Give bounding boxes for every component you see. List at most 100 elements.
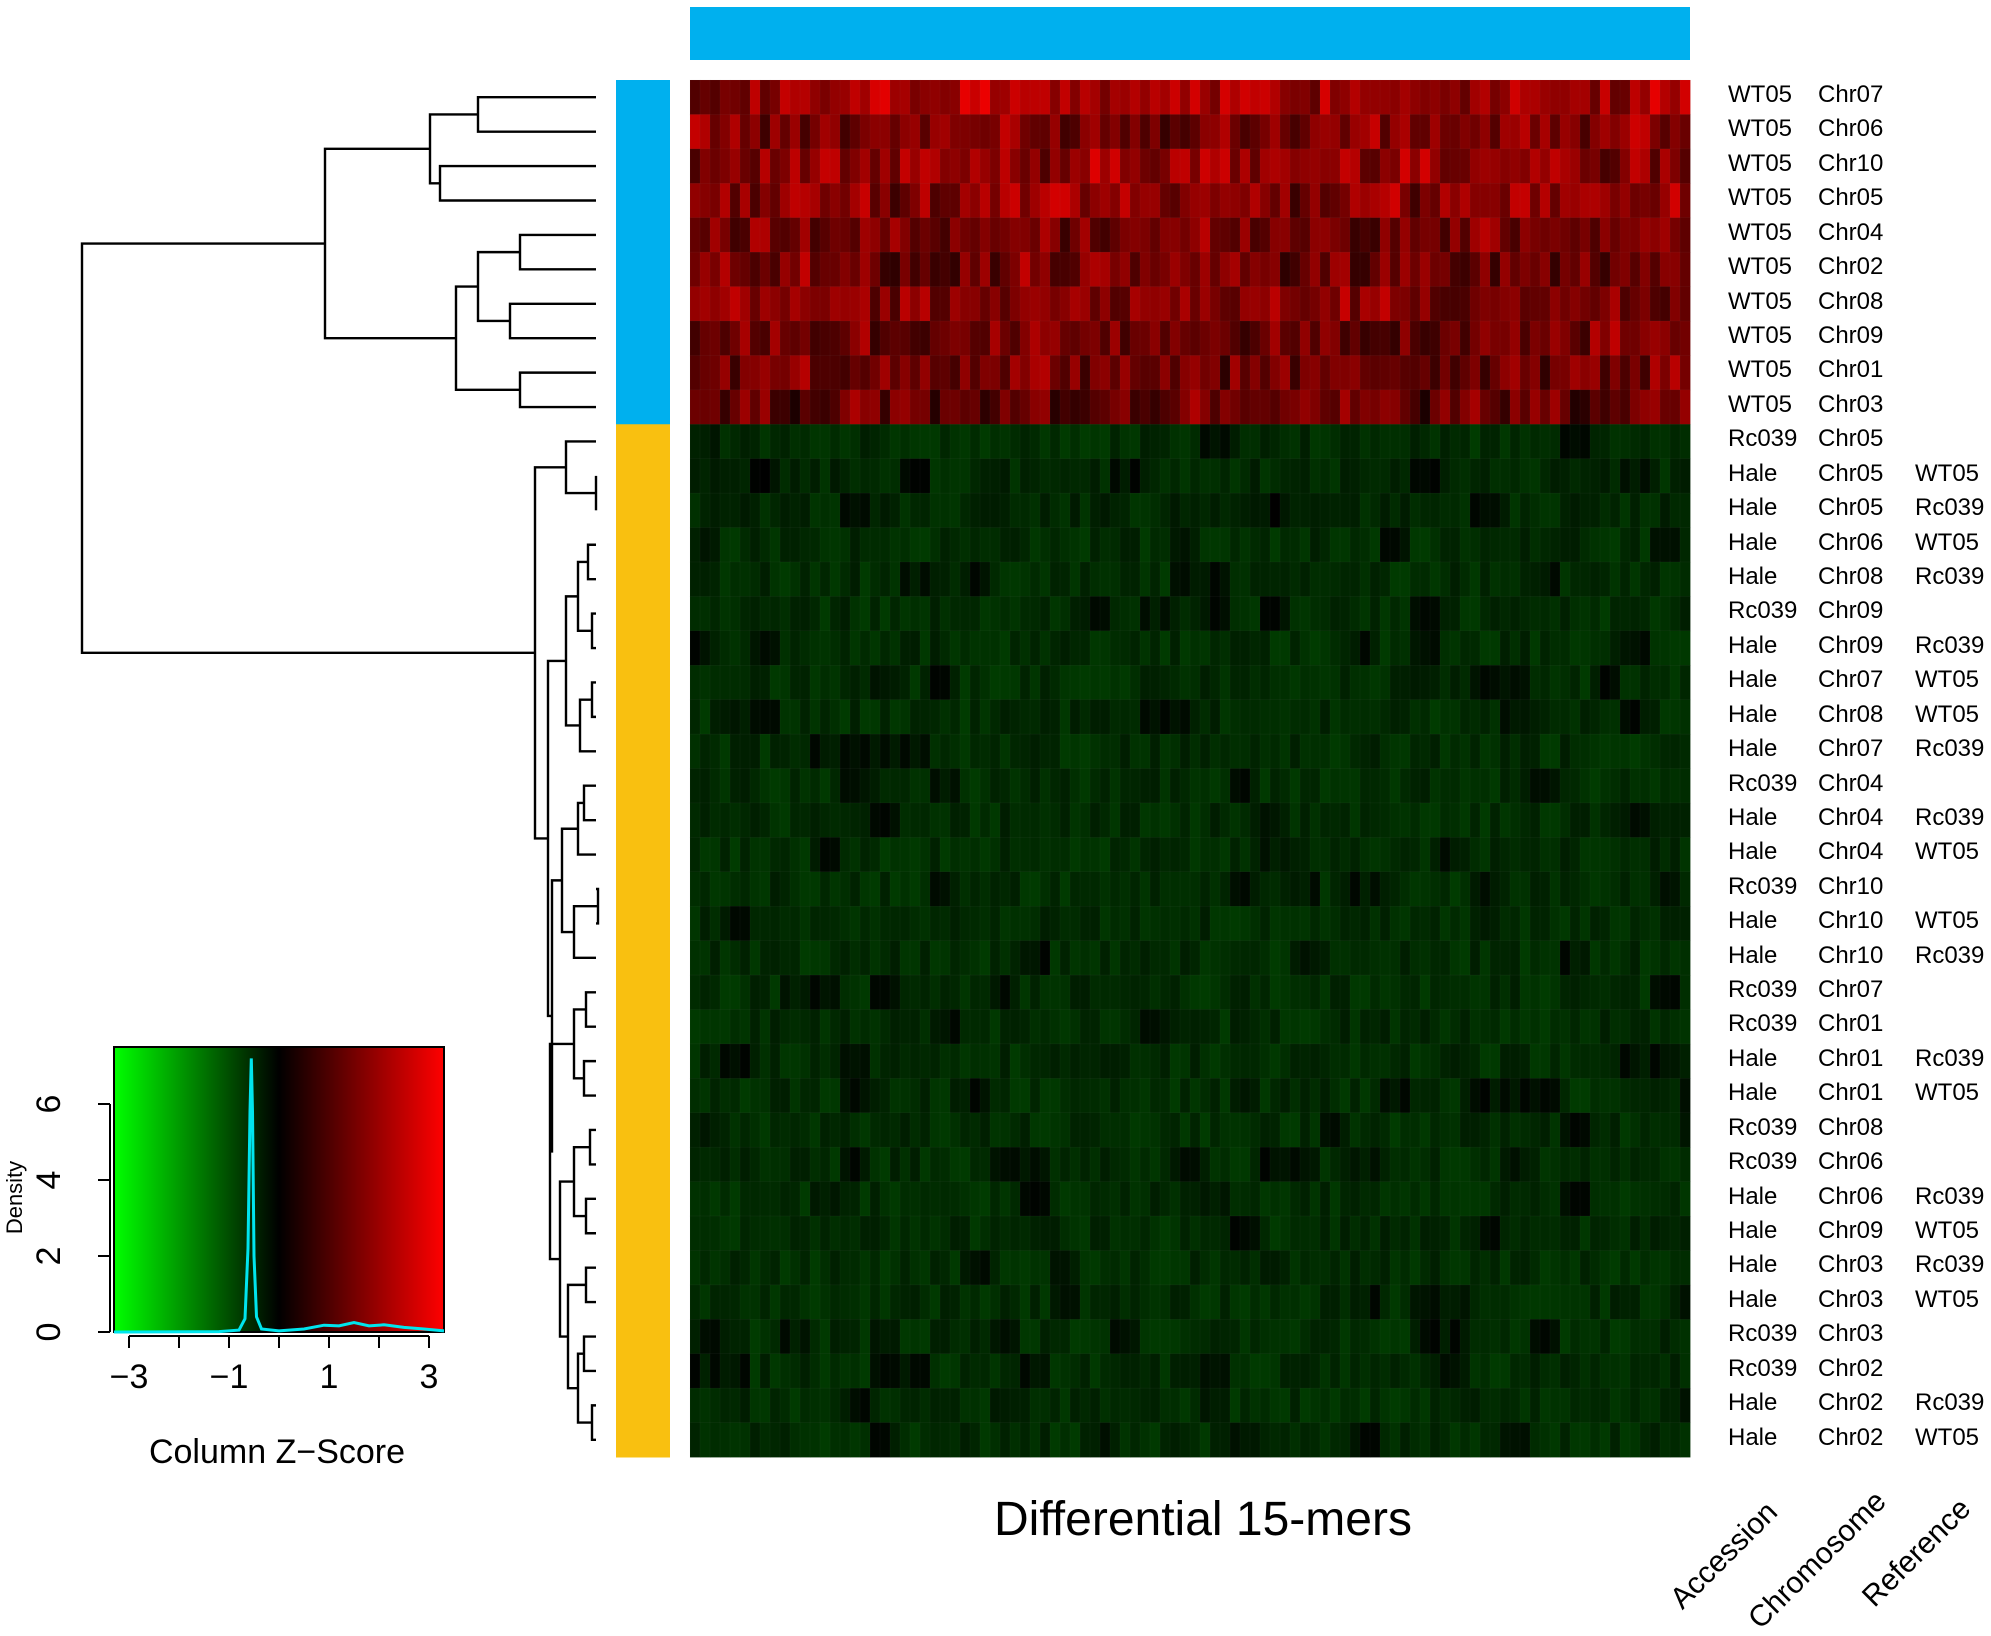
heatmap-cell	[1509, 527, 1521, 563]
heatmap-cell	[709, 1250, 721, 1286]
heatmap-cell	[1169, 940, 1181, 976]
heatmap-cell	[1479, 492, 1491, 529]
column-group-bar	[690, 7, 1690, 60]
heatmap-cell	[729, 940, 741, 976]
heatmap-cell	[919, 802, 931, 838]
heatmap-cell	[1219, 940, 1231, 976]
heatmap-cell	[929, 1181, 941, 1217]
heatmap-cell	[869, 251, 881, 288]
heatmap-cell	[1319, 1284, 1331, 1320]
heatmap-cell	[1619, 768, 1631, 804]
heatmap-cell	[1169, 630, 1181, 666]
heatmap-cell	[1189, 1353, 1201, 1389]
heatmap-cell	[779, 1009, 791, 1045]
heatmap-cell	[899, 596, 911, 632]
heatmap-cell	[1339, 768, 1351, 804]
heatmap-cell	[899, 251, 911, 288]
heatmap-cell	[1309, 1009, 1321, 1045]
heatmap-cell	[1529, 974, 1541, 1011]
heatmap-cell	[1009, 1319, 1021, 1355]
heatmap-cell	[1249, 630, 1261, 666]
heatmap-cell	[1139, 183, 1151, 219]
heatmap-cell	[889, 974, 901, 1011]
heatmap-cell	[1129, 1422, 1141, 1458]
heatmap-cell	[899, 1284, 911, 1320]
heatmap-cell	[769, 1078, 781, 1114]
heatmap-cell	[1239, 1181, 1251, 1217]
heatmap-cell	[1029, 424, 1041, 460]
heatmap-cell	[1309, 424, 1321, 460]
heatmap-cell	[769, 561, 781, 598]
heatmap-cell	[1199, 1387, 1211, 1424]
heatmap-cell	[1239, 699, 1251, 735]
heatmap-cell	[739, 183, 751, 219]
heatmap-cell	[1289, 1319, 1301, 1355]
heatmap-cell	[1059, 837, 1071, 873]
heatmap-cell	[1069, 1284, 1081, 1320]
heatmap-cell	[1289, 1250, 1301, 1286]
heatmap-cell	[1009, 79, 1021, 116]
heatmap-cell	[1189, 905, 1201, 942]
heatmap-cell	[1209, 1009, 1221, 1045]
heatmap-cell	[1249, 355, 1261, 391]
heatmap-cell	[1409, 1112, 1421, 1148]
heatmap-cell	[849, 183, 861, 219]
heatmap-cell	[799, 1043, 811, 1079]
heatmap-cell	[839, 1319, 851, 1355]
heatmap-cell	[1609, 974, 1621, 1011]
heatmap-cell	[819, 1146, 831, 1183]
heatmap-cell	[1199, 1250, 1211, 1286]
heatmap-cell	[1439, 1422, 1451, 1458]
heatmap-cell	[1679, 733, 1691, 770]
heatmap-cell	[1109, 148, 1121, 184]
heatmap-cell	[789, 940, 801, 976]
heatmap-cell	[1549, 217, 1561, 253]
row-label-accession: Hale	[1728, 1285, 1778, 1313]
heatmap-cell	[1409, 871, 1421, 907]
heatmap-cell	[1629, 114, 1641, 150]
heatmap-cell	[849, 940, 861, 976]
heatmap-cell	[859, 492, 871, 529]
heatmap-cell	[1599, 630, 1611, 666]
heatmap-cell	[999, 1043, 1011, 1079]
heatmap-cell	[759, 1181, 771, 1217]
heatmap-cell	[1089, 458, 1101, 494]
heatmap-cell	[1589, 561, 1601, 598]
heatmap-cell	[1049, 664, 1061, 701]
heatmap-cell	[989, 630, 1001, 666]
heatmap-cell	[1639, 1387, 1651, 1424]
heatmap-cell	[969, 1181, 981, 1217]
heatmap-cell	[749, 733, 761, 770]
heatmap-cell	[1569, 871, 1581, 907]
heatmap-cell	[769, 320, 781, 357]
heatmap-cell	[1669, 1112, 1681, 1148]
heatmap-cell	[819, 492, 831, 529]
heatmap-cell	[709, 1422, 721, 1458]
heatmap-cell	[1019, 1422, 1031, 1458]
heatmap-cell	[849, 217, 861, 253]
heatmap-cell	[769, 148, 781, 184]
heatmap-cell	[1199, 148, 1211, 184]
row-label-chromosome: Chr05	[1818, 184, 1884, 212]
heatmap-cell	[1369, 183, 1381, 219]
heatmap-cell	[1029, 871, 1041, 907]
heatmap-cell	[1439, 1319, 1451, 1355]
heatmap-cell	[1559, 630, 1571, 666]
heatmap-cell	[689, 1043, 701, 1079]
heatmap-cell	[959, 286, 971, 322]
heatmap-cell	[1489, 1387, 1501, 1424]
heatmap-cell	[829, 1422, 841, 1458]
heatmap-cell	[1629, 1009, 1641, 1045]
heatmap-cell	[789, 1112, 801, 1148]
heatmap-cell	[939, 768, 951, 804]
heatmap-cell	[849, 768, 861, 804]
heatmap-cell	[969, 1353, 981, 1389]
heatmap-cell	[1309, 1284, 1321, 1320]
heatmap-cell	[1209, 940, 1221, 976]
heatmap-cell	[939, 286, 951, 322]
heatmap-cell	[1139, 596, 1151, 632]
heatmap-cell	[1579, 596, 1591, 632]
heatmap-cell	[729, 492, 741, 529]
heatmap-cell	[1469, 492, 1481, 529]
heatmap-cell	[989, 389, 1001, 425]
